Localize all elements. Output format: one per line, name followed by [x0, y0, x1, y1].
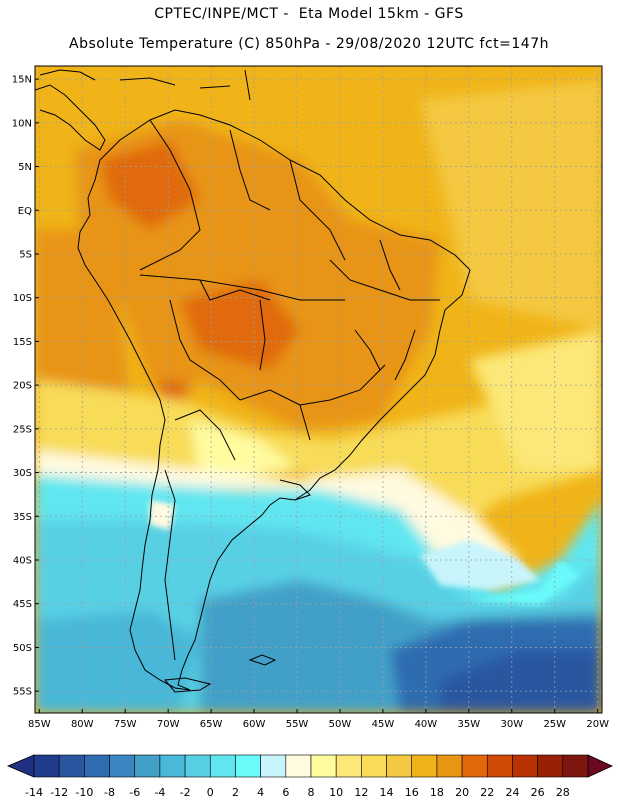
lon-label: 75W	[114, 719, 137, 730]
lat-label: 15S	[13, 337, 32, 348]
colorbar: -14 -12 -10 -8 -6 -4 -2 0 2 4 6 8 10 12 14 16 18 20 22 24 26…	[6, 754, 613, 799]
colorbar-label: 2	[232, 786, 239, 799]
lon-label: 25W	[543, 719, 566, 730]
temperature-field	[35, 66, 602, 713]
colorbar-label: 28	[556, 786, 570, 799]
colorbar-swatch	[159, 754, 186, 778]
longitude-axis: 85W 80W 75W 70W 65W 60W 55W 50W 45W 40W 35W 30W 25W 2…	[28, 709, 609, 730]
lat-label: 35S	[13, 512, 32, 523]
colorbar-swatch	[235, 754, 261, 778]
lon-label: 85W	[28, 719, 51, 730]
lon-label: 80W	[71, 719, 94, 730]
colorbar-label: -14	[25, 786, 43, 799]
colorbar-label: 24	[505, 786, 519, 799]
latitude-axis: 15N 10N 5N EQ 5S 10S 15S 20S 25S 30S 35S 40S 45S 50S 5…	[12, 75, 39, 698]
colorbar-label: -2	[180, 786, 191, 799]
lon-label: 30W	[500, 719, 523, 730]
colorbar-label: -10	[75, 786, 93, 799]
colorbar-swatch	[310, 754, 337, 778]
colorbar-swatch	[386, 754, 413, 778]
colorbar-swatch	[184, 754, 211, 778]
colorbar-label: -6	[129, 786, 140, 799]
lat-label: 10S	[13, 293, 32, 304]
colorbar-label: 22	[480, 786, 494, 799]
lat-label: 20S	[13, 381, 32, 392]
colorbar-swatch	[84, 754, 110, 778]
colorbar-swatch	[486, 754, 513, 778]
colorbar-label: 14	[380, 786, 394, 799]
colorbar-label: -12	[50, 786, 68, 799]
colorbar-label: 4	[257, 786, 264, 799]
colorbar-label: 20	[455, 786, 469, 799]
lon-label: 60W	[243, 719, 266, 730]
colorbar-label: 0	[207, 786, 214, 799]
lat-label: 45S	[13, 599, 32, 610]
lat-label: 5S	[19, 249, 32, 260]
colorbar-swatch	[335, 754, 362, 778]
map-frame	[34, 65, 603, 714]
coastlines	[35, 69, 471, 693]
lon-label: 40W	[415, 719, 438, 730]
colorbar-swatch	[411, 754, 438, 778]
colorbar-high-arrow	[587, 754, 613, 778]
colorbar-label: 12	[354, 786, 368, 799]
lon-label: 50W	[329, 719, 352, 730]
lon-label: 55W	[286, 719, 309, 730]
lon-label: 65W	[200, 719, 223, 730]
lat-label: 30S	[13, 468, 32, 479]
colorbar-label: 16	[405, 786, 419, 799]
colorbar-swatch	[512, 754, 538, 778]
lat-label: 15N	[12, 75, 32, 86]
colorbar-label: 26	[531, 786, 545, 799]
colorbar-swatch	[361, 754, 387, 778]
lat-label: 55S	[13, 687, 32, 698]
colorbar-swatch	[461, 754, 488, 778]
colorbar-label: 8	[308, 786, 315, 799]
colorbar-swatch	[209, 754, 236, 778]
lon-label: 70W	[157, 719, 180, 730]
lon-label: 20W	[586, 719, 609, 730]
colorbar-label: -4	[154, 786, 165, 799]
colorbar-swatch	[562, 754, 589, 778]
colorbar-label: -8	[104, 786, 115, 799]
lat-label: 25S	[13, 424, 32, 435]
lat-label: 40S	[13, 555, 32, 566]
colorbar-swatch	[537, 754, 564, 778]
colorbar-label: 6	[282, 786, 289, 799]
colorbar-swatch	[436, 754, 463, 778]
colorbar-swatch	[134, 754, 161, 778]
lat-label: 10N	[12, 118, 32, 129]
colorbar-swatch	[260, 754, 287, 778]
colorbar-low-arrow	[6, 754, 35, 778]
colorbar-swatch	[33, 754, 60, 778]
lat-label: 50S	[13, 643, 32, 654]
lat-label: 5N	[18, 162, 32, 173]
lon-label: 45W	[372, 719, 395, 730]
colorbar-label: 10	[329, 786, 343, 799]
colorbar-swatch	[58, 754, 85, 778]
colorbar-label: 18	[430, 786, 444, 799]
colorbar-swatch	[109, 754, 136, 778]
map-title-line1: CPTEC/INPE/MCT - Eta Model 15km - GFS	[154, 6, 464, 22]
colorbar-swatch	[285, 754, 312, 778]
map-title-line2: Absolute Temperature (C) 850hPa - 29/08/…	[69, 36, 549, 52]
lon-label: 35W	[458, 719, 481, 730]
lat-label: EQ	[18, 206, 32, 217]
